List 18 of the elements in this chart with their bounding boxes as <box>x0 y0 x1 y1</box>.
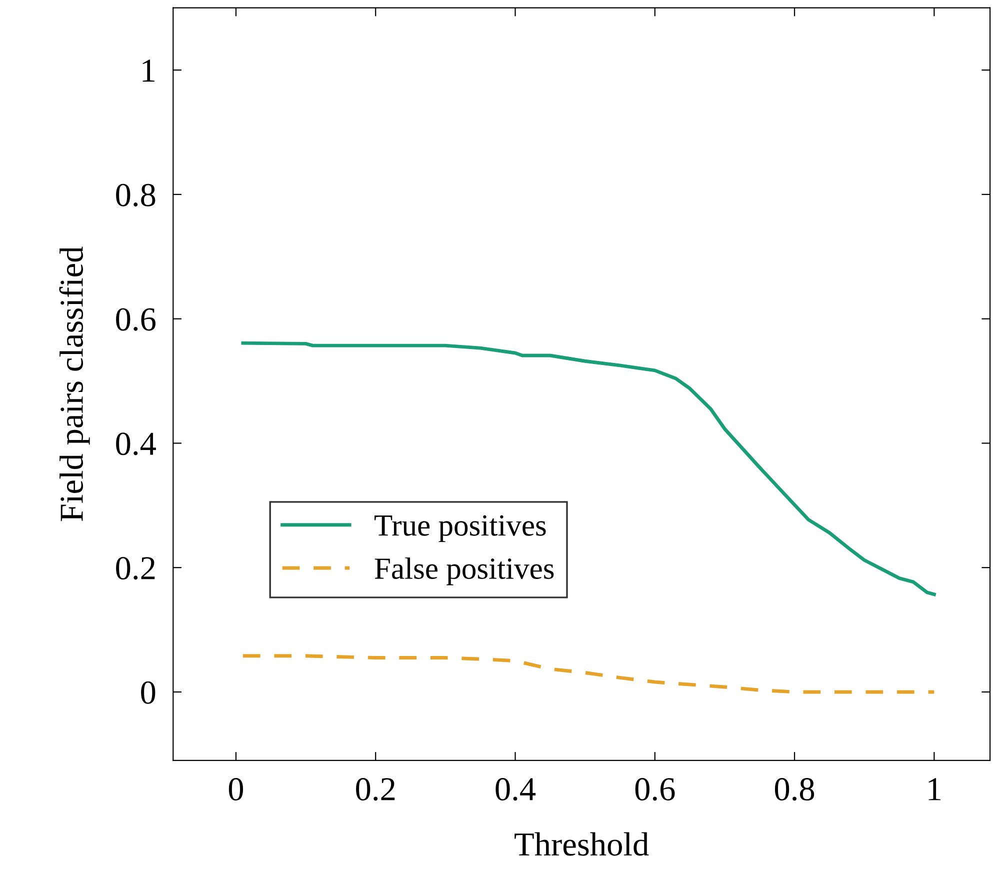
x-tick-label: 0.2 <box>356 778 395 801</box>
line-series <box>241 654 936 694</box>
y-tick-label: 0.2 <box>116 556 155 580</box>
x-tick-label: 0 <box>228 778 244 801</box>
y-axis-title: Field pairs classified <box>59 246 90 522</box>
legend-label: False positives <box>374 558 554 586</box>
y-tick-label: 0.8 <box>116 184 156 206</box>
x-tick-label: 0.4 <box>496 778 536 801</box>
y-tick-label: 0.4 <box>116 432 156 456</box>
x-tick-label: 0.6 <box>635 778 675 801</box>
x-tick-label: 0.8 <box>774 778 814 801</box>
y-tick-label: 1 <box>142 60 154 82</box>
x-tick-label: 1 <box>928 778 940 800</box>
y-tick-label: 0.6 <box>116 308 156 331</box>
x-axis-title: Threshold <box>514 832 649 856</box>
line-series <box>241 341 936 596</box>
legend-label: True positives <box>374 515 546 542</box>
y-tick-label: 0 <box>141 681 156 704</box>
